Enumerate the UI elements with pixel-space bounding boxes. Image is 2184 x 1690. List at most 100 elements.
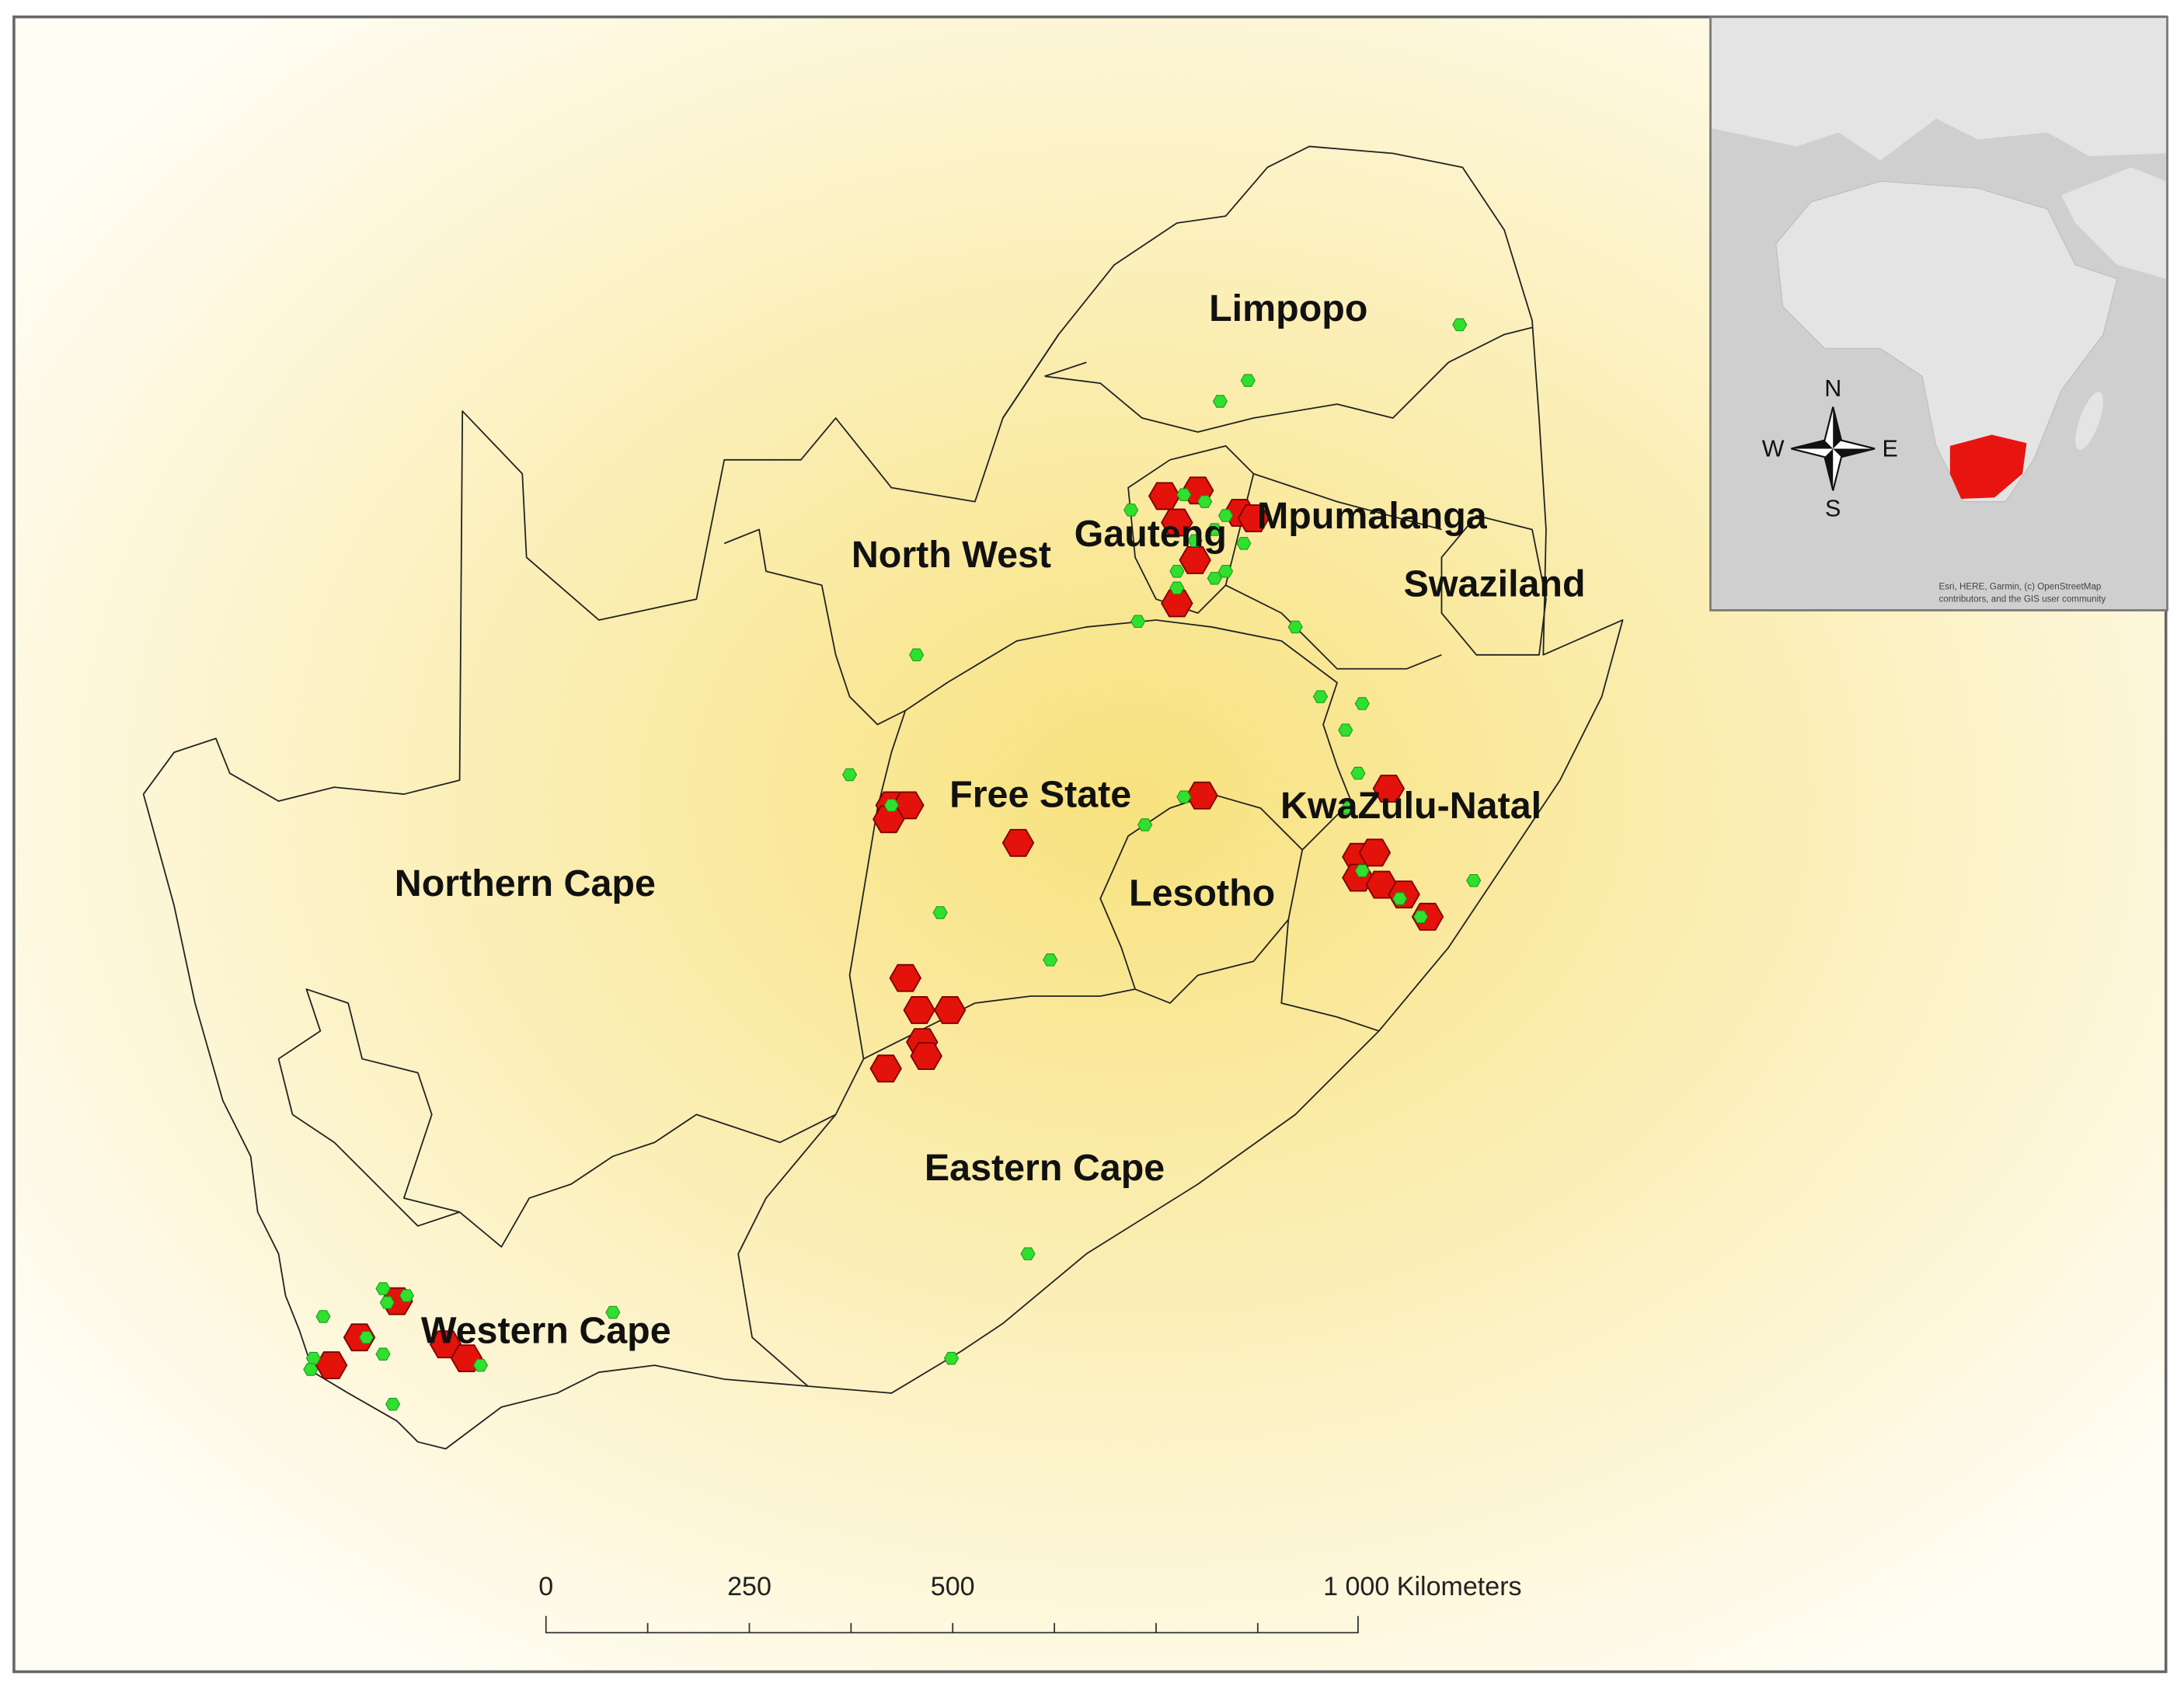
- inset-land: [1775, 180, 2118, 503]
- region-label: Eastern Cape: [925, 1147, 1165, 1189]
- scale-label: 250: [727, 1572, 772, 1601]
- site-dot: [1354, 864, 1370, 877]
- scale-bar: 0 250 500 1 000 Kilometers: [538, 1572, 1522, 1634]
- site-dot: [1412, 910, 1429, 924]
- region-label: Northern Cape: [395, 862, 656, 904]
- site-dot: [841, 768, 858, 782]
- compass-label: S: [1825, 495, 1841, 521]
- site-dot: [399, 1289, 415, 1302]
- site-dot: [1207, 523, 1222, 536]
- inset-highlight: [1949, 434, 2027, 500]
- site-hexagon: [933, 996, 967, 1024]
- site-dot: [303, 1363, 319, 1376]
- site-hexagon: [1001, 828, 1035, 857]
- site-hexagon: [1161, 508, 1193, 537]
- site-dot: [1176, 790, 1192, 803]
- province-boundary: [291, 710, 907, 1387]
- region-label: Swaziland: [1404, 563, 1586, 605]
- site-hexagon: [315, 1351, 348, 1380]
- site-dot: [1130, 615, 1146, 629]
- province-boundary: [1127, 444, 1255, 614]
- site-hexagon: [1161, 589, 1193, 618]
- country-outline: [142, 145, 1624, 1450]
- site-dot: [1176, 488, 1192, 501]
- site-dot: [1187, 534, 1203, 548]
- site-dot: [1169, 564, 1185, 578]
- site-dot: [1338, 723, 1353, 737]
- site-dot: [1287, 620, 1303, 634]
- region-label: KwaZulu-Natal: [1280, 785, 1541, 827]
- inset-land: [2075, 392, 2104, 450]
- site-dot: [932, 906, 948, 919]
- inset-land: [1712, 18, 2166, 161]
- site-dot: [1207, 571, 1222, 585]
- site-dot: [1354, 697, 1370, 710]
- attribution: Esri, HERE, Garmin, (c) OpenStreetMap: [1938, 582, 2101, 592]
- site-dot: [883, 799, 899, 812]
- inset-map: N S E W Esri, HERE, Garmin, (c) OpenStre…: [1709, 16, 2168, 612]
- site-hexagon: [903, 996, 935, 1024]
- site-hexagon: [1365, 870, 1399, 899]
- site-dot: [1392, 892, 1408, 905]
- scale-label: 1 000 Kilometers: [1323, 1572, 1522, 1601]
- region-label: North West: [852, 534, 1051, 576]
- compass-label: N: [1824, 375, 1841, 402]
- region-label: Limpopo: [1209, 287, 1367, 329]
- site-dot: [379, 1296, 395, 1309]
- attribution: contributors, and the GIS user community: [1938, 594, 2106, 605]
- site-dot: [1218, 509, 1234, 522]
- province-boundary: [723, 528, 1352, 851]
- inset-land: [2061, 167, 2166, 279]
- swaziland-outline: [1440, 514, 1547, 656]
- site-dot: [1123, 504, 1139, 517]
- site-dot: [1212, 395, 1228, 408]
- compass: N S E W: [1762, 375, 1898, 521]
- scale-bar-line: [545, 1615, 1359, 1634]
- site-hexagon: [889, 963, 922, 992]
- scale-label: 0: [538, 1572, 553, 1601]
- site-dot: [1197, 495, 1213, 508]
- compass-label: W: [1762, 435, 1785, 462]
- site-dot: [1240, 374, 1256, 387]
- site-hexagon: [1179, 545, 1211, 574]
- site-dot: [1312, 690, 1329, 703]
- region-labels: Limpopo North West Gauteng Mpumalanga Sw…: [395, 287, 1586, 1352]
- site-dot: [375, 1347, 391, 1361]
- region-label: Gauteng: [1075, 513, 1227, 555]
- site-dot: [472, 1358, 489, 1372]
- compass-label: E: [1883, 435, 1898, 462]
- site-hexagon: [869, 1054, 902, 1083]
- province-boundary: [277, 988, 460, 1213]
- site-hexagon: [1186, 781, 1218, 810]
- site-dot: [375, 1282, 391, 1295]
- site-dot: [358, 1330, 374, 1344]
- site-dot: [1043, 953, 1058, 967]
- site-dot: [305, 1351, 321, 1365]
- site-dot: [315, 1310, 331, 1323]
- site-dot: [1466, 873, 1482, 887]
- site-hexagon: [1148, 482, 1181, 510]
- site-hexagon: [910, 1042, 942, 1071]
- site-dot: [1350, 766, 1366, 780]
- site-dot: [1218, 564, 1234, 578]
- site-dot: [1137, 818, 1153, 831]
- site-hexagon: [1237, 504, 1270, 533]
- region-label: Lesotho: [1129, 873, 1275, 915]
- site-hexagon: [1372, 774, 1405, 803]
- scale-label: 500: [931, 1572, 975, 1601]
- site-dot: [1340, 801, 1356, 815]
- province-boundary: [1225, 472, 1442, 670]
- site-dot: [1452, 318, 1468, 332]
- site-dot: [385, 1398, 401, 1411]
- site-dot: [1169, 581, 1185, 594]
- region-label: Western Cape: [421, 1310, 671, 1352]
- region-label: Free State: [949, 773, 1131, 815]
- site-dot: [943, 1351, 960, 1365]
- site-dot: [909, 648, 925, 662]
- site-hexagon: [1358, 838, 1392, 867]
- site-dot: [1020, 1247, 1036, 1260]
- points: [303, 318, 1482, 1411]
